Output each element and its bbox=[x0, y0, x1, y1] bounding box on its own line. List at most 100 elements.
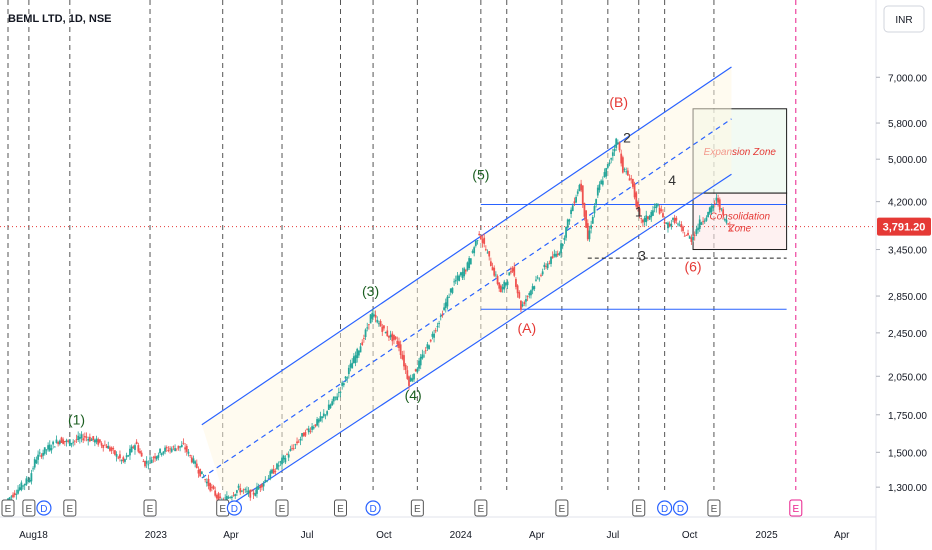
candle-body bbox=[184, 447, 187, 450]
y-tick-label: 1,300.00 bbox=[888, 483, 927, 494]
candle-body bbox=[543, 264, 546, 268]
candle-body bbox=[124, 459, 126, 462]
candle-body bbox=[209, 483, 212, 491]
candle-body bbox=[718, 199, 721, 210]
candle-body bbox=[399, 344, 402, 355]
candle-body bbox=[236, 490, 238, 493]
candle-body bbox=[438, 323, 440, 325]
candle-body bbox=[581, 185, 584, 205]
candle-body bbox=[58, 440, 61, 445]
candle-body bbox=[648, 215, 651, 220]
consolidation-zone-label: Consolidation bbox=[710, 211, 771, 222]
candle-body bbox=[177, 445, 180, 449]
candle-body bbox=[575, 196, 577, 203]
candle-body bbox=[631, 178, 634, 187]
candle-body bbox=[304, 432, 307, 436]
candle-body bbox=[199, 468, 202, 477]
candle-body bbox=[513, 266, 516, 276]
candle-body bbox=[102, 444, 105, 448]
candle-body bbox=[170, 448, 173, 452]
x-tick-label: 2023 bbox=[145, 530, 168, 541]
candle-body bbox=[112, 447, 115, 450]
earnings-marker-label: E bbox=[26, 504, 33, 515]
candle-body bbox=[162, 451, 165, 454]
candle-body bbox=[242, 489, 245, 491]
candle-body bbox=[489, 261, 492, 267]
candle-body bbox=[182, 442, 185, 444]
candle-body bbox=[85, 436, 88, 438]
candle-body bbox=[680, 224, 683, 228]
candle-body bbox=[120, 459, 123, 461]
candle-body bbox=[262, 483, 265, 487]
candle-body bbox=[662, 213, 664, 218]
candle-body bbox=[346, 377, 349, 379]
candle-body bbox=[286, 454, 288, 456]
candle-body bbox=[498, 282, 501, 289]
currency-button[interactable] bbox=[883, 5, 925, 33]
candle-body bbox=[17, 489, 19, 494]
candle-body bbox=[563, 237, 566, 240]
candle-body bbox=[610, 158, 613, 160]
earnings-marker-label: E bbox=[279, 504, 286, 515]
candle-body bbox=[503, 281, 506, 290]
candle-body bbox=[87, 438, 90, 441]
earnings-marker-label: E bbox=[559, 504, 566, 515]
candle-body bbox=[109, 447, 111, 451]
candle-body bbox=[717, 198, 720, 203]
candle-body bbox=[670, 223, 673, 227]
candle-body bbox=[423, 355, 425, 357]
x-tick-label: 2025 bbox=[755, 530, 778, 541]
wave-label: 2 bbox=[623, 130, 631, 146]
candle-body bbox=[643, 218, 646, 222]
earnings-marker bbox=[707, 499, 721, 517]
x-tick-label: Jul bbox=[606, 530, 619, 541]
candle-body bbox=[342, 383, 345, 386]
y-tick-label: 2,050.00 bbox=[888, 372, 927, 383]
candle-body bbox=[352, 356, 355, 364]
wave-label: (3) bbox=[362, 283, 379, 299]
candle-body bbox=[725, 219, 728, 223]
candle-body bbox=[214, 490, 217, 496]
candle-body bbox=[277, 465, 280, 467]
candle-body bbox=[155, 456, 158, 460]
candle-body bbox=[685, 235, 688, 236]
candle-body bbox=[78, 436, 81, 440]
earnings-marker-label: E bbox=[711, 504, 718, 515]
candle-body bbox=[595, 199, 598, 204]
candle-body bbox=[618, 142, 621, 151]
candle-body bbox=[244, 489, 247, 490]
candle-body bbox=[505, 282, 507, 286]
candle-body bbox=[722, 209, 725, 215]
candle-body bbox=[281, 457, 283, 465]
candle-body bbox=[426, 344, 429, 349]
candle-body bbox=[515, 278, 517, 287]
candle-body bbox=[518, 292, 521, 298]
candle-body bbox=[620, 153, 623, 164]
candle-body bbox=[573, 201, 576, 204]
x-tick-label: Apr bbox=[223, 530, 239, 541]
expansion-zone-label: Expansion Zone bbox=[704, 147, 777, 158]
candle-body bbox=[356, 348, 359, 359]
candle-body bbox=[314, 424, 317, 427]
candle-body bbox=[90, 439, 93, 441]
candle-body bbox=[546, 263, 549, 269]
candle-body bbox=[441, 314, 444, 316]
candle-body bbox=[727, 223, 730, 225]
candle-body bbox=[508, 272, 511, 276]
candle-body bbox=[496, 276, 499, 284]
candle-body bbox=[337, 392, 340, 394]
candle-body bbox=[553, 253, 556, 257]
x-tick-label: 2024 bbox=[450, 530, 473, 541]
candle-body bbox=[185, 445, 188, 452]
candle-body bbox=[598, 184, 601, 191]
candle-body bbox=[319, 416, 322, 422]
candle-body bbox=[48, 444, 51, 451]
currency-label: INR bbox=[895, 15, 912, 26]
candle-body bbox=[591, 216, 594, 224]
candle-body bbox=[373, 314, 375, 316]
wave-label: (4) bbox=[405, 387, 422, 403]
candle-body bbox=[548, 262, 551, 264]
candle-body bbox=[251, 490, 253, 492]
